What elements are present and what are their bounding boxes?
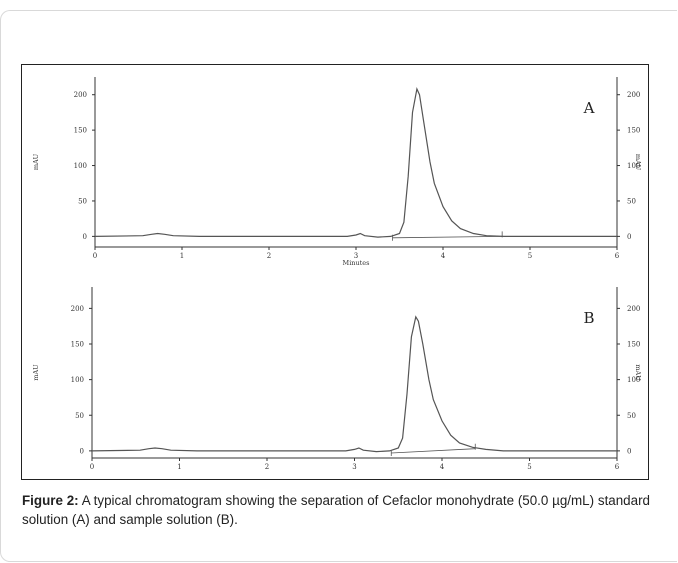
y-tick-label-right: 100 [627, 162, 640, 170]
chromatogram-panel-a: 0 0 50 50 100 100 150 150 200 200 0 1 2 3 4 5 6 Minutes mA… [32, 77, 642, 267]
y-axis-label-right: mAU [634, 154, 642, 171]
x-tick-label: 6 [615, 463, 620, 471]
y-tick-label-right: 150 [627, 127, 640, 135]
x-tick-label: 4 [441, 252, 446, 260]
x-tick-label: 3 [352, 463, 356, 471]
chromatogram-figure: 0 0 50 50 100 100 150 150 200 200 0 1 2 3 4 5 6 Minutes mA… [21, 64, 649, 480]
x-tick-label: 0 [93, 252, 97, 260]
integration-baseline [391, 448, 476, 454]
y-tick-label-right: 0 [627, 447, 631, 455]
y-tick-label-left: 0 [83, 233, 87, 241]
x-tick-label: 5 [528, 252, 532, 260]
y-tick-label-right: 200 [627, 305, 640, 313]
y-tick-label-left: 200 [71, 305, 84, 313]
y-tick-label-right: 200 [627, 91, 640, 99]
y-tick-label-left: 150 [74, 127, 87, 135]
y-tick-label-right: 50 [627, 412, 636, 420]
y-axis-label-right: mAU [634, 364, 642, 381]
y-tick-label-right: 150 [627, 341, 640, 349]
x-tick-label: 2 [265, 463, 269, 471]
figure-caption: Figure 2: A typical chromatogram showing… [22, 491, 650, 529]
y-axis-label-left: mAU [32, 153, 40, 170]
y-tick-label-right: 100 [627, 376, 640, 384]
x-tick-label: 5 [527, 463, 531, 471]
x-tick-label: 1 [180, 252, 184, 260]
y-tick-label-left: 0 [80, 447, 84, 455]
y-tick-label-right: 50 [627, 197, 636, 205]
x-tick-label: 3 [354, 252, 358, 260]
chromatogram-trace [91, 315, 617, 453]
x-tick-label: 1 [177, 463, 181, 471]
y-tick-label-right: 0 [627, 233, 631, 241]
panel-label: B [583, 309, 594, 327]
y-tick-label-left: 50 [78, 197, 87, 205]
x-tick-label: 0 [90, 463, 94, 471]
y-axis-label-left: mAU [32, 364, 40, 381]
x-tick-label: 6 [615, 252, 620, 260]
caption-text: A typical chromatogram showing the separ… [22, 493, 650, 527]
panel-label: A [583, 99, 595, 117]
caption-label: Figure 2: [22, 493, 79, 508]
chromatogram-trace [94, 87, 617, 238]
integration-baseline [392, 236, 503, 239]
x-tick-label: 4 [440, 463, 445, 471]
y-tick-label-left: 50 [75, 412, 84, 420]
y-tick-label-left: 100 [71, 376, 84, 384]
figure-card: 0 0 50 50 100 100 150 150 200 200 0 1 2 3 4 5 6 Minutes mA… [0, 10, 677, 562]
x-axis-label: Minutes [343, 259, 370, 267]
y-tick-label-left: 200 [74, 91, 87, 99]
y-tick-label-left: 100 [74, 162, 87, 170]
x-tick-label: 2 [267, 252, 271, 260]
y-tick-label-left: 150 [71, 341, 84, 349]
